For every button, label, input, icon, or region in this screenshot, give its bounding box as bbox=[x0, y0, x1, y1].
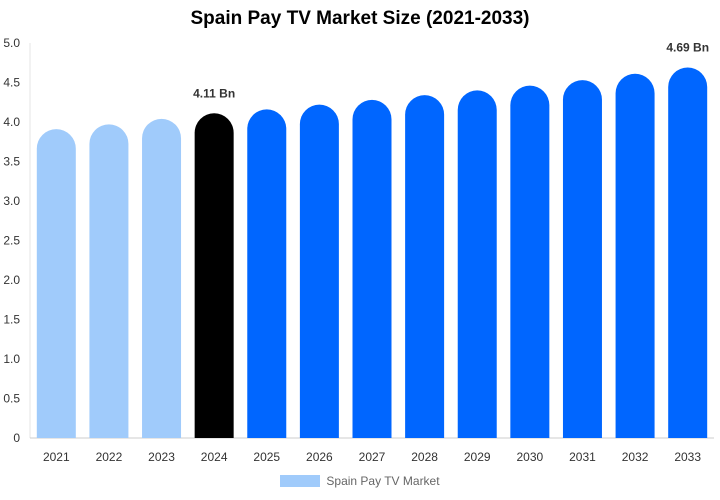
bar-2028 bbox=[405, 95, 445, 438]
bar-2033 bbox=[668, 67, 708, 439]
bar-2032 bbox=[615, 73, 655, 438]
y-tick-label: 1.0 bbox=[3, 352, 20, 366]
bar-chart: 0 0.5 1.0 1.5 2.0 2.5 3.0 3.5 4.0 4.5 5.0 2021 2022 2… bbox=[3, 36, 714, 464]
legend: Spain Pay TV Market bbox=[0, 474, 720, 488]
bar-2025 bbox=[247, 109, 287, 439]
x-tick-label: 2026 bbox=[306, 450, 333, 464]
bar-2027 bbox=[352, 99, 392, 438]
x-tick-label: 2033 bbox=[674, 450, 701, 464]
x-tick-label: 2025 bbox=[253, 450, 280, 464]
y-tick-label: 2.5 bbox=[3, 234, 20, 248]
bar-2021 bbox=[36, 129, 76, 438]
y-tick-label: 4.0 bbox=[3, 115, 20, 129]
y-tick-label: 5.0 bbox=[3, 36, 20, 50]
y-tick-label: 0.5 bbox=[3, 392, 20, 406]
legend-swatch bbox=[280, 475, 321, 487]
x-tick-label: 2032 bbox=[622, 450, 649, 464]
x-tick-label: 2030 bbox=[516, 450, 543, 464]
bar-2022 bbox=[89, 124, 129, 439]
x-tick-label: 2024 bbox=[201, 450, 228, 464]
y-tick-label: 2.0 bbox=[3, 273, 20, 287]
data-label-2033: 4.69 Bn bbox=[666, 40, 709, 54]
x-tick-label: 2027 bbox=[359, 450, 386, 464]
bar-2030 bbox=[510, 85, 550, 438]
bar-2026 bbox=[299, 104, 339, 439]
x-tick-label: 2029 bbox=[464, 450, 491, 464]
data-label-2024: 4.11 Bn bbox=[193, 86, 235, 100]
y-tick-label: 3.5 bbox=[3, 155, 20, 169]
legend-label: Spain Pay TV Market bbox=[326, 474, 440, 488]
x-tick-label: 2022 bbox=[96, 450, 123, 464]
bar-2024 bbox=[194, 113, 234, 438]
y-tick-label: 1.5 bbox=[3, 313, 20, 327]
x-tick-label: 2031 bbox=[569, 450, 596, 464]
x-tick-label: 2028 bbox=[411, 450, 438, 464]
x-tick-label: 2023 bbox=[148, 450, 175, 464]
y-tick-label: 0 bbox=[13, 431, 20, 445]
chart-title: Spain Pay TV Market Size (2021-2033) bbox=[190, 8, 530, 29]
y-tick-label: 4.5 bbox=[3, 76, 20, 90]
bar-2029 bbox=[457, 90, 497, 439]
bar-2031 bbox=[562, 80, 602, 438]
bar-2023 bbox=[142, 118, 182, 438]
x-tick-label: 2021 bbox=[43, 450, 70, 464]
y-tick-label: 3.0 bbox=[3, 194, 20, 208]
